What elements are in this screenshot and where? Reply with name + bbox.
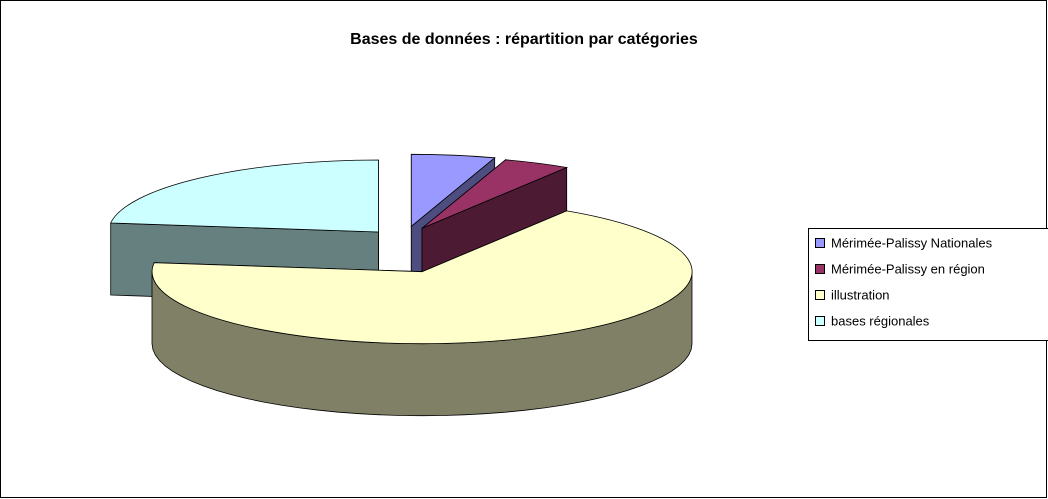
legend-label: Mérimée-Palissy en région — [831, 261, 985, 276]
legend-swatch — [815, 264, 825, 274]
legend-label: bases régionales — [831, 313, 930, 328]
chart-title: Bases de données : répartition par catég… — [350, 31, 698, 48]
legend-swatch — [815, 316, 825, 326]
legend-box — [808, 228, 1048, 341]
legend: Mérimée-Palissy Nationales Mérimée-Paliss… — [808, 228, 1048, 341]
pie-slice — [421, 159, 569, 229]
pie-slice — [110, 159, 379, 233]
pie-slice — [151, 210, 693, 345]
legend-swatch — [815, 290, 825, 300]
pie-slice — [410, 153, 496, 228]
legend-label: illustration — [831, 287, 890, 302]
legend-swatch — [815, 238, 825, 248]
pie — [110, 153, 693, 417]
legend-label: Mérimée-Palissy Nationales — [831, 235, 993, 250]
